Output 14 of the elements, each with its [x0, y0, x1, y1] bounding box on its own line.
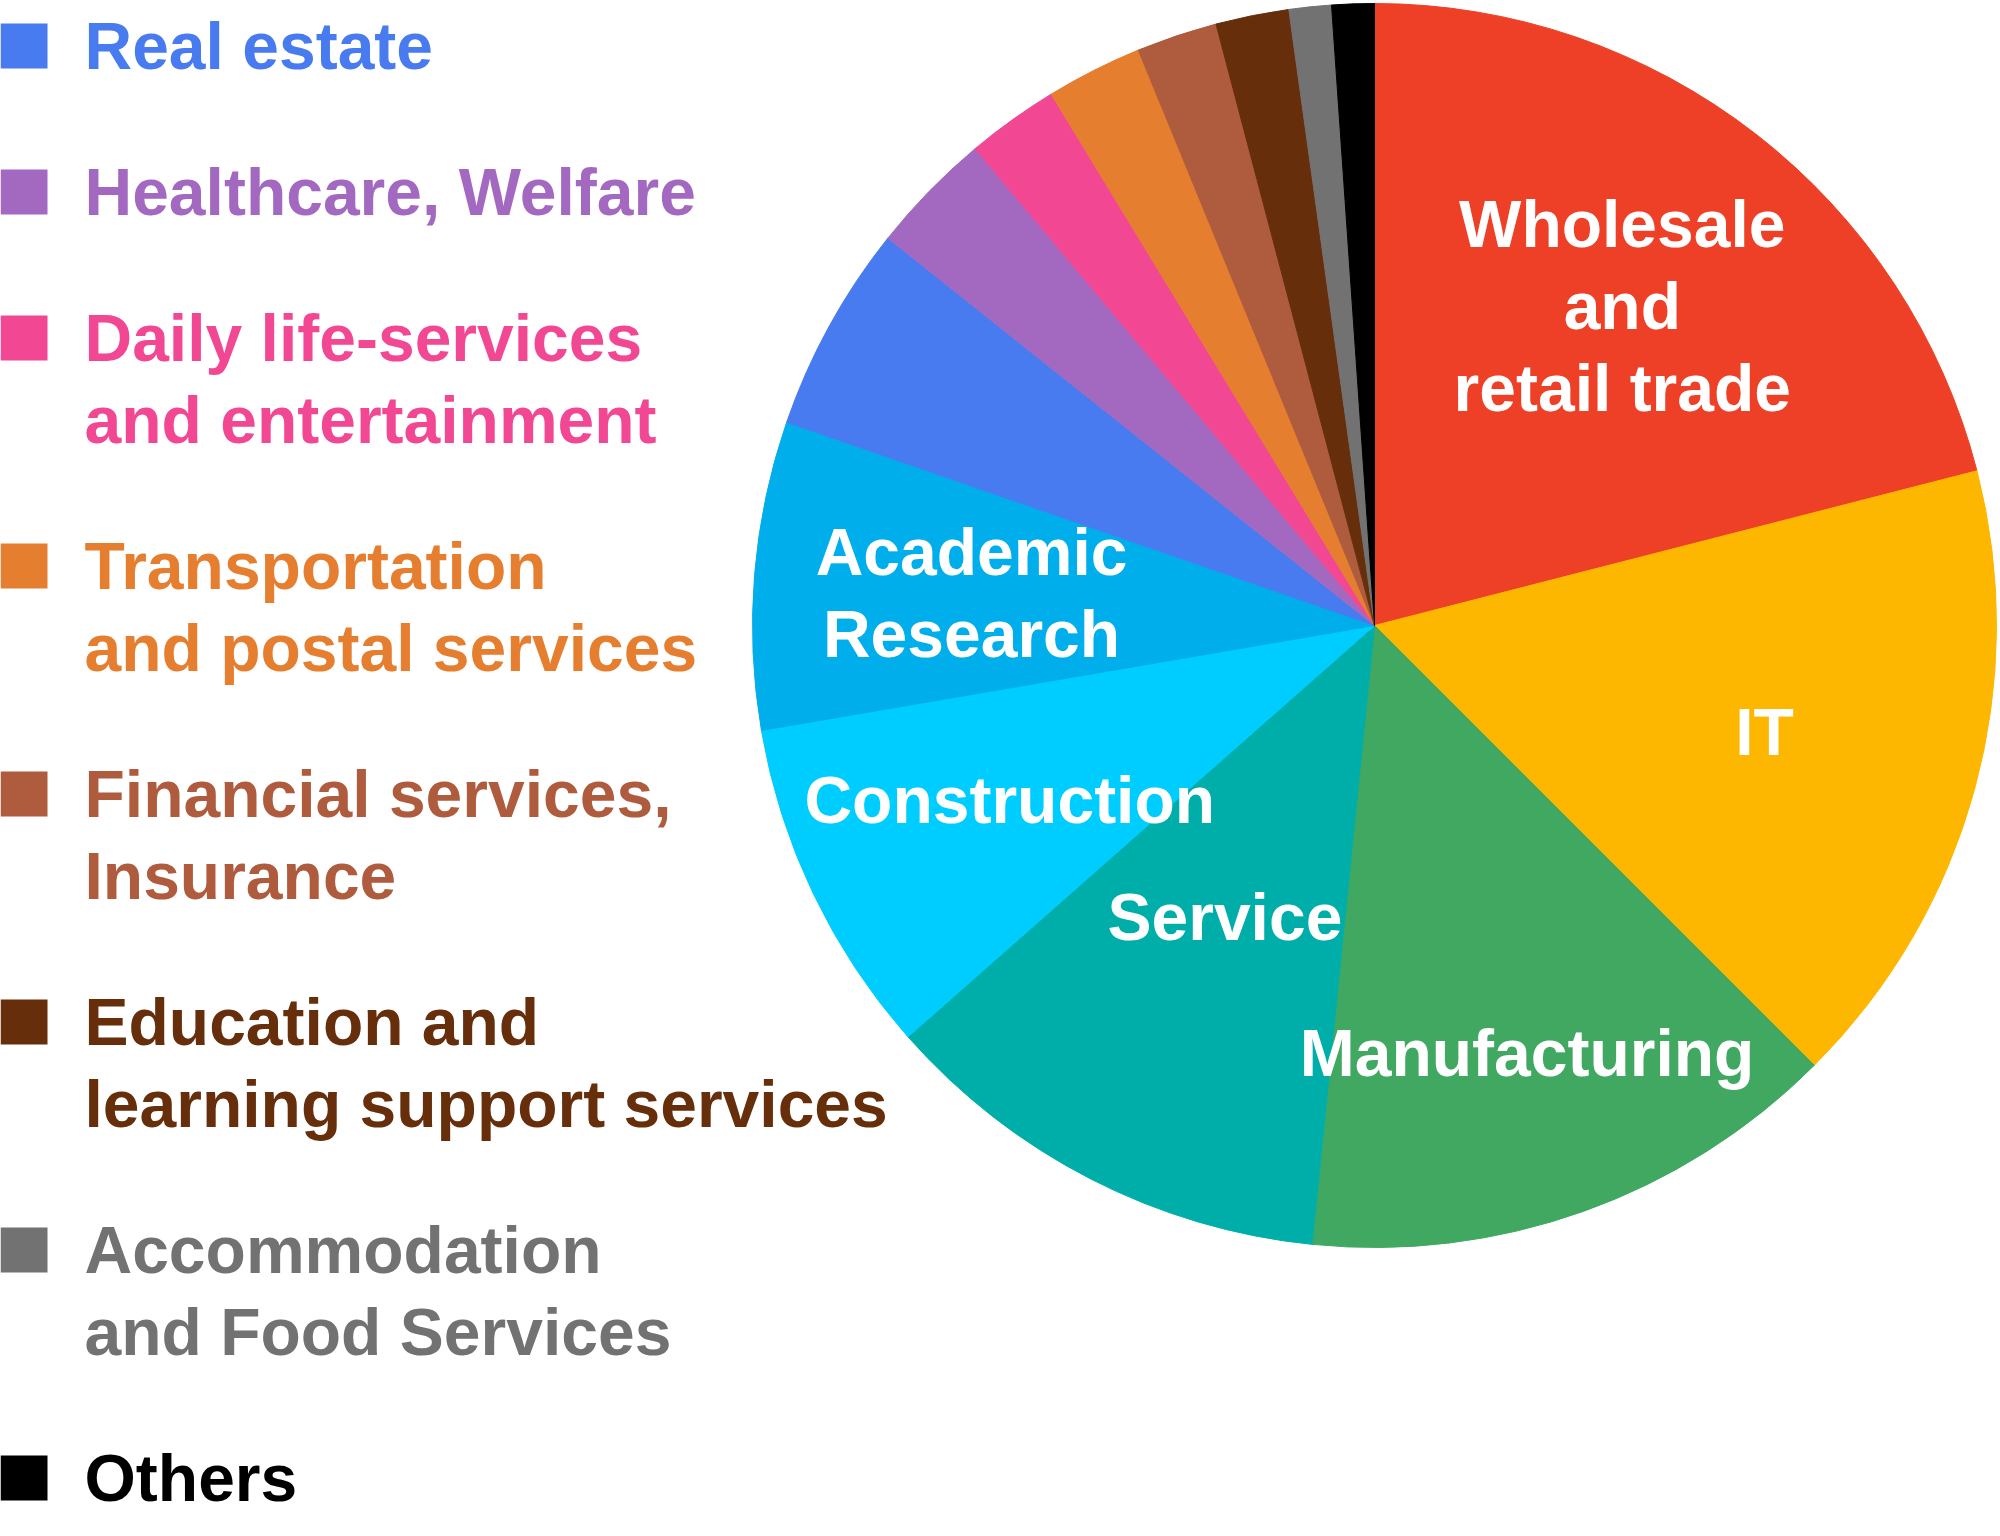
legend-label: Accommodation and Food Services	[84, 1212, 672, 1369]
legend-label: Healthcare, Welfare	[84, 154, 696, 229]
legend-label: Education and learning support services	[84, 984, 888, 1141]
legend-label: Daily life-services and entertainment	[84, 300, 657, 457]
legend-label: Transportation and postal services	[84, 528, 698, 685]
slice-label: Manufacturing	[1299, 1016, 1755, 1091]
legend-label: Others	[84, 1440, 298, 1515]
slice-label: Construction	[804, 762, 1216, 837]
slice-label: IT	[1735, 695, 1794, 770]
slice-label: Service	[1107, 879, 1343, 954]
legend-label: Financial services, Insurance	[84, 756, 672, 913]
slice-label: Academic Research	[815, 514, 1128, 671]
legend-label: Real estate	[84, 8, 434, 83]
slice-label: Wholesale and retail trade	[1453, 187, 1792, 426]
